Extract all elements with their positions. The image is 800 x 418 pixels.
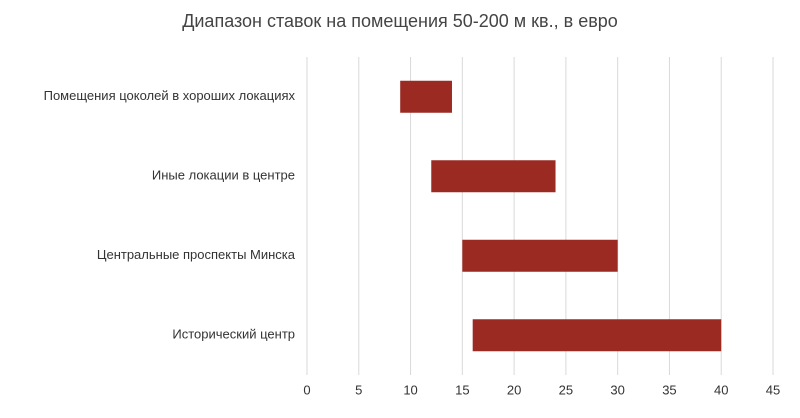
chart-title: Диапазон ставок на помещения 50-200 м кв… — [182, 11, 618, 31]
y-tick-label: Помещения цоколей в хороших локациях — [44, 88, 296, 103]
x-tick-label: 10 — [403, 382, 417, 397]
y-tick-label: Центральные проспекты Минска — [97, 247, 296, 262]
bar — [462, 239, 618, 272]
x-tick-label: 0 — [303, 382, 310, 397]
x-tick-label: 15 — [455, 382, 469, 397]
y-tick-label: Иные локации в центре — [152, 168, 295, 183]
x-tick-label: 40 — [714, 382, 728, 397]
x-tick-label: 30 — [610, 382, 624, 397]
x-tick-label: 20 — [507, 382, 521, 397]
bar — [400, 80, 452, 113]
bar — [431, 160, 556, 193]
x-tick-label: 45 — [766, 382, 780, 397]
x-tick-label: 35 — [662, 382, 676, 397]
x-tick-label: 5 — [355, 382, 362, 397]
bar — [472, 319, 722, 352]
y-tick-label: Исторический центр — [172, 327, 295, 342]
x-tick-label: 25 — [559, 382, 573, 397]
